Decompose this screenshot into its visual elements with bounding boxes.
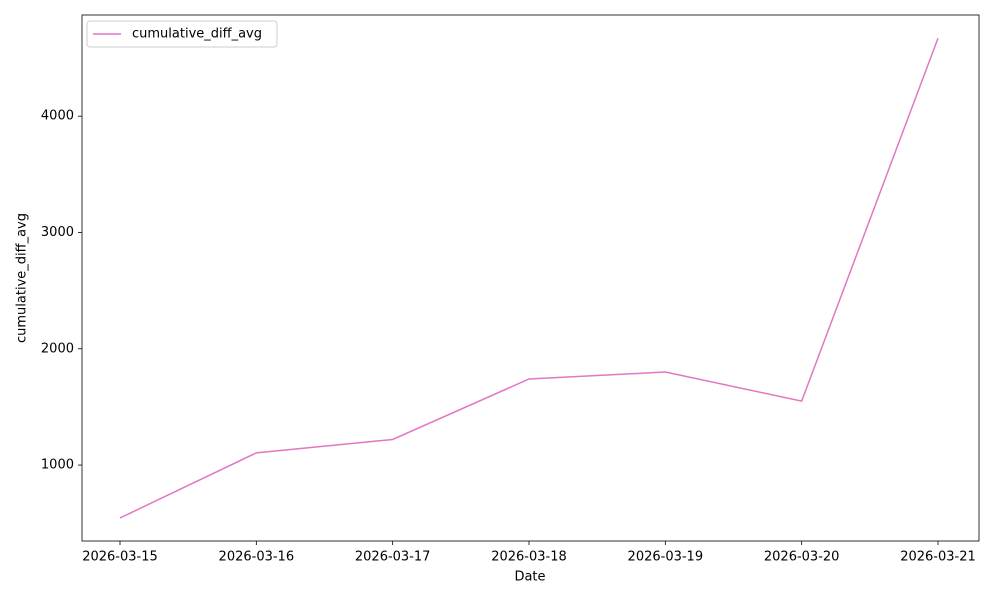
x-tick-label: 2026-03-19 <box>628 550 704 565</box>
x-tick-label: 2026-03-21 <box>900 550 976 565</box>
y-tick-label: 4000 <box>41 109 74 124</box>
legend-label: cumulative_diff_avg <box>132 27 262 42</box>
plot-frame <box>81 14 980 542</box>
x-tick-label: 2026-03-15 <box>82 550 158 565</box>
legend-box <box>86 20 278 48</box>
x-tick-label: 2026-03-18 <box>491 550 567 565</box>
y-tick-label: 2000 <box>41 341 74 356</box>
y-tick-label: 3000 <box>41 225 74 240</box>
line <box>119 37 939 519</box>
x-axis-label: Date <box>514 570 545 585</box>
y-tick-label: 1000 <box>41 458 74 473</box>
x-tick-label: 2026-03-20 <box>764 550 840 565</box>
x-tick-label: 2026-03-16 <box>219 550 295 565</box>
y-axis-label: cumulative_diff_avg <box>15 213 30 343</box>
x-tick-label: 2026-03-17 <box>355 550 431 565</box>
